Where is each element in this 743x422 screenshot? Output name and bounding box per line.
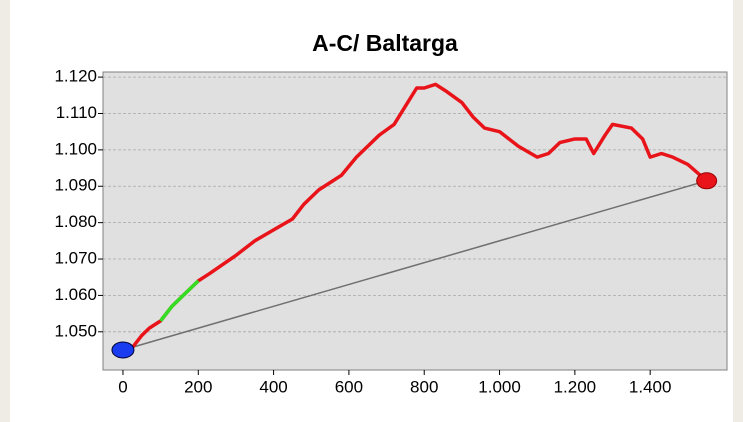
chord [122, 180, 707, 351]
x-tick-label: 600 [335, 377, 363, 396]
chart-title: A-C/ Baltarga [312, 30, 458, 56]
plot-area [102, 71, 728, 371]
x-tick-label: 1.200 [554, 377, 597, 396]
x-tick-label: 400 [259, 377, 287, 396]
start-marker [111, 341, 135, 359]
profile-line [159, 279, 200, 322]
y-tick-label: 1.100 [54, 139, 97, 158]
x-tick-label: 0 [118, 377, 127, 396]
y-tick-label: 1.050 [54, 321, 97, 340]
x-tick-label: 200 [184, 377, 212, 396]
y-tick-label: 1.110 [56, 103, 97, 122]
y-tick-label: 1.060 [54, 285, 97, 304]
x-tick-label: 1.000 [478, 377, 521, 396]
y-tick-label: 1.120 [54, 67, 97, 86]
y-tick-label: 1.090 [54, 176, 97, 195]
profile-line [122, 82, 708, 352]
y-tick-label: 1.080 [54, 212, 97, 231]
y-tick-label: 1.070 [54, 249, 97, 268]
x-tick-label: 800 [410, 377, 438, 396]
end-marker [696, 172, 718, 190]
x-tick-label: 1.400 [629, 377, 672, 396]
